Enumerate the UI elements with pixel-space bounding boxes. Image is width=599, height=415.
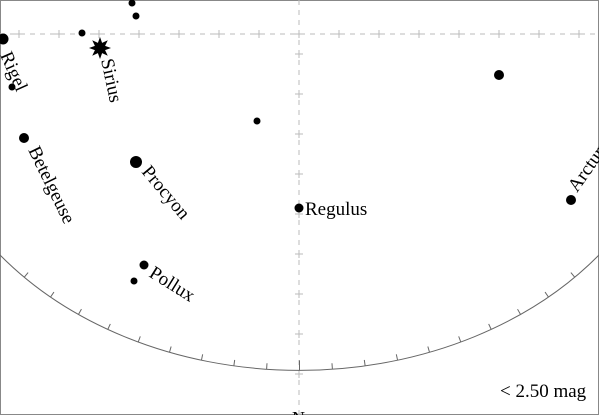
sirius-label: Sirius	[96, 57, 126, 105]
unlabeled-stars	[8, 0, 504, 285]
horizon-tick	[488, 323, 492, 330]
star-dot	[132, 12, 140, 20]
pollux-label: Pollux	[145, 262, 199, 306]
horizon-tick	[50, 291, 55, 298]
procyon-star[interactable]	[130, 156, 142, 168]
star-dot	[128, 0, 136, 7]
horizon-tick	[427, 346, 430, 353]
arcturus-label: Arcturus	[564, 129, 599, 196]
horizon-tick	[78, 308, 82, 315]
horizon-tick	[233, 359, 236, 366]
pollux-star[interactable]	[139, 260, 149, 270]
horizon-tick	[517, 308, 521, 315]
horizon-tick	[200, 354, 204, 361]
horizon-tick	[137, 336, 141, 343]
horizon-tick	[544, 291, 549, 298]
horizon-tick	[395, 354, 399, 361]
horizon-tick	[107, 323, 111, 330]
horizon-tick	[23, 272, 29, 278]
star-dot	[494, 70, 504, 80]
betelgeuse-label: Betelgeuse	[24, 143, 79, 227]
horizon-tick-marks	[23, 272, 576, 371]
rigel-star[interactable]	[0, 33, 9, 45]
compass-north-label: N	[292, 408, 305, 415]
procyon-label: Procyon	[137, 162, 194, 224]
regulus-star[interactable]	[294, 203, 304, 213]
regulus-label: Regulus	[305, 199, 367, 220]
horizon-tick	[363, 359, 366, 366]
betelgeuse-star[interactable]	[19, 133, 29, 143]
horizon-tick	[169, 346, 172, 353]
horizon-tick	[458, 336, 462, 343]
star-dot	[253, 117, 261, 125]
guide-tick-marks	[15, 30, 583, 415]
rigel-label: Rigel	[0, 48, 31, 94]
horizon-tick	[570, 272, 576, 278]
star-dot	[8, 83, 16, 91]
star-dot	[130, 277, 138, 285]
magnitude-limit-label: < 2.50 mag	[500, 381, 587, 402]
arcturus-star[interactable]	[566, 195, 576, 205]
sirius-star-icon[interactable]	[89, 37, 111, 59]
star-dot	[78, 29, 86, 37]
